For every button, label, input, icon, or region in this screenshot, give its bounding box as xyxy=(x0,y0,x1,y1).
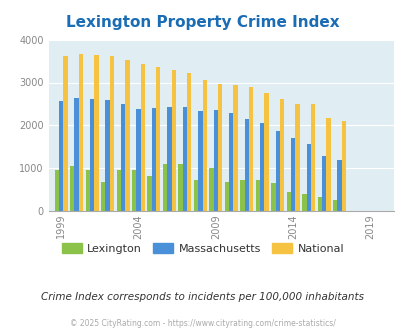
Legend: Lexington, Massachusetts, National: Lexington, Massachusetts, National xyxy=(57,239,348,258)
Bar xyxy=(321,156,326,211)
Bar xyxy=(333,200,337,211)
Bar xyxy=(244,119,248,211)
Bar xyxy=(132,170,136,211)
Bar xyxy=(213,110,217,211)
Bar xyxy=(341,121,345,211)
Bar xyxy=(194,180,198,211)
Bar xyxy=(59,101,63,211)
Bar xyxy=(317,197,321,211)
Bar xyxy=(151,108,156,211)
Bar xyxy=(228,114,233,211)
Bar xyxy=(255,180,260,211)
Bar xyxy=(224,182,228,211)
Bar xyxy=(79,54,83,211)
Bar xyxy=(326,118,330,211)
Bar xyxy=(209,168,213,211)
Bar xyxy=(286,192,290,211)
Text: © 2025 CityRating.com - https://www.cityrating.com/crime-statistics/: © 2025 CityRating.com - https://www.city… xyxy=(70,319,335,328)
Bar xyxy=(167,107,171,211)
Text: Lexington Property Crime Index: Lexington Property Crime Index xyxy=(66,15,339,30)
Bar xyxy=(171,70,175,211)
Bar xyxy=(240,180,244,211)
Bar xyxy=(136,109,140,211)
Bar xyxy=(63,56,68,211)
Bar xyxy=(182,107,187,211)
Bar xyxy=(198,111,202,211)
Bar xyxy=(147,176,151,211)
Bar xyxy=(260,123,264,211)
Bar xyxy=(233,85,237,211)
Bar xyxy=(306,144,310,211)
Bar xyxy=(279,99,283,211)
Bar xyxy=(178,164,182,211)
Bar xyxy=(101,182,105,211)
Bar xyxy=(310,104,314,211)
Bar xyxy=(116,170,121,211)
Bar xyxy=(109,56,114,211)
Bar xyxy=(90,99,94,211)
Bar xyxy=(74,98,79,211)
Bar xyxy=(94,55,98,211)
Bar xyxy=(264,93,268,211)
Bar xyxy=(275,131,279,211)
Bar xyxy=(301,194,306,211)
Bar xyxy=(121,104,125,211)
Bar xyxy=(337,160,341,211)
Bar xyxy=(271,183,275,211)
Bar xyxy=(54,170,59,211)
Bar xyxy=(70,166,74,211)
Text: Crime Index corresponds to incidents per 100,000 inhabitants: Crime Index corresponds to incidents per… xyxy=(41,292,364,302)
Bar xyxy=(125,60,129,211)
Bar xyxy=(217,84,222,211)
Bar xyxy=(248,87,253,211)
Bar xyxy=(156,67,160,211)
Bar xyxy=(140,64,145,211)
Bar xyxy=(105,100,109,211)
Bar xyxy=(290,138,295,211)
Bar xyxy=(202,81,207,211)
Bar xyxy=(295,104,299,211)
Bar xyxy=(162,164,167,211)
Bar xyxy=(85,170,90,211)
Bar xyxy=(187,73,191,211)
